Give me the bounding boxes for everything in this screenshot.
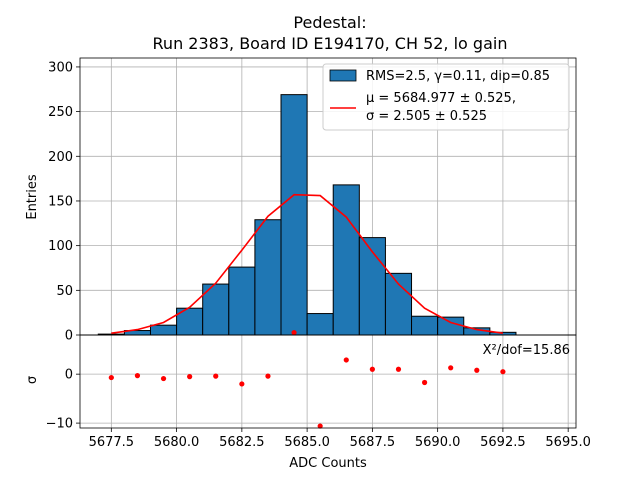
residual-point-6 [265,373,271,379]
x-tick-label-1: 5680.0 [154,435,200,450]
histogram-bar-12 [411,315,439,336]
histogram-bar-2 [149,324,178,336]
x-tick-label-4: 5687.5 [350,435,396,450]
residual-point-1 [134,373,141,379]
y-top-tick-label-4: 200 [48,150,73,165]
y-top-tick-label-0: 0 [65,329,73,344]
y-top-tick-label-2: 100 [48,239,73,254]
chart-title-line1: Pedestal: [293,13,366,32]
legend-fit-label-line2: σ = 2.505 ± 0.525 [366,109,487,124]
y-top-tick-label-5: 250 [48,105,73,120]
x-tick-label-3: 5685.0 [284,435,330,450]
residual-point-9 [343,357,349,363]
y-axis-label-bottom: σ [25,376,40,384]
histogram-bar-6 [254,219,282,336]
gaussian-fit-line [111,193,504,334]
residual-point-7 [291,329,297,336]
chart-title-line2: Run 2383, Board ID E194170, CH 52, lo ga… [153,34,508,53]
x-tick-label-2: 5682.5 [219,435,265,450]
histogram-bar-13 [437,316,465,336]
y-top-tick-label-1: 50 [56,284,73,299]
bottom-plot-frame [79,334,577,429]
chi2-annotation: X²/dof=15.86 [483,343,570,358]
histogram-bars [80,94,576,336]
residual-point-5 [239,381,245,387]
residual-point-12 [421,379,428,386]
legend-histogram-swatch [329,69,357,82]
y-bottom-tick-label-1: 0 [65,368,73,383]
y-bottom-tick-label-0: −10 [46,417,73,432]
legend: RMS=2.5, γ=0.11, dip=0.85 μ = 5684.977 ±… [322,63,570,131]
residual-point-13 [448,365,454,371]
residual-point-2 [160,375,167,382]
x-tick-label-5: 5690.0 [415,435,461,450]
fit-curve-layer [111,193,504,334]
histogram-bar-9 [332,184,360,336]
residual-point-0 [108,374,114,381]
tick-labels: 5677.5 5680.0 5682.5 5685.0 5687.5 5690.0 5692… [46,60,591,450]
residual-point-4 [213,373,219,379]
histogram-bar-10 [358,237,386,336]
x-tick-label-7: 5695.0 [545,435,591,450]
histogram-bar-7 [280,94,308,336]
residual-point-8 [317,423,323,429]
histogram-bar-11 [384,272,413,336]
x-tick-label-0: 5677.5 [89,435,135,450]
residual-point-3 [187,374,193,380]
legend-histogram-label: RMS=2.5, γ=0.11, dip=0.85 [366,69,550,84]
y-axis-label-top: Entries [25,174,40,220]
legend-box [322,63,570,131]
residual-point-14 [474,367,480,373]
histogram-bar-8 [306,313,334,336]
residual-point-10 [369,366,375,372]
residual-points [108,329,506,429]
x-axis-label: ADC Counts [289,456,367,471]
residual-point-11 [395,366,402,372]
histogram-bar-5 [228,266,256,336]
y-top-tick-label-3: 150 [48,194,73,209]
x-tick-label-6: 5692.5 [480,435,526,450]
y-top-tick-label-6: 300 [48,60,73,75]
residual-point-15 [500,369,506,375]
legend-fit-label-line1: μ = 5684.977 ± 0.525, [366,91,516,106]
